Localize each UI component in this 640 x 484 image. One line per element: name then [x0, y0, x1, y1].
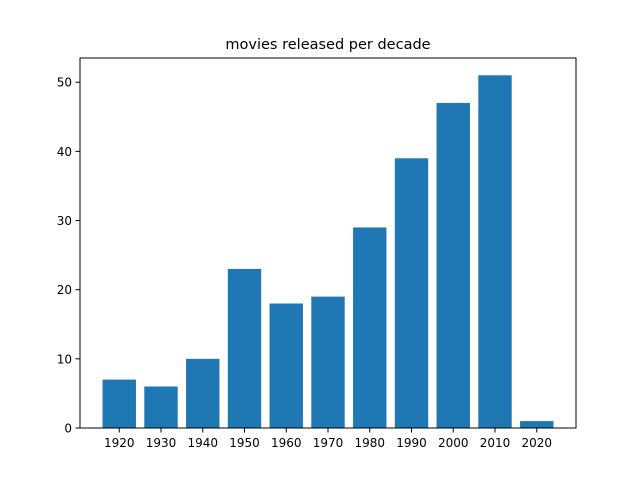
x-tick-label-2020: 2020	[521, 436, 552, 450]
y-tick-label-10: 10	[57, 352, 72, 366]
x-tick-label-2000: 2000	[438, 436, 469, 450]
bars-layer	[102, 75, 554, 428]
x-tick-label-1990: 1990	[396, 436, 427, 450]
x-tick-label-1960: 1960	[271, 436, 302, 450]
bar-2000	[436, 102, 470, 428]
x-tick-label-1970: 1970	[313, 436, 344, 450]
bar-2020	[520, 421, 554, 428]
x-tick-label-1940: 1940	[187, 436, 218, 450]
bar-1950	[227, 268, 262, 428]
y-tick-label-0: 0	[64, 422, 72, 436]
y-tick-label-30: 30	[57, 214, 72, 228]
y-tick-label-50: 50	[57, 76, 72, 90]
bar-1930	[144, 386, 178, 428]
axes-layer: 1920 1930 1940 1950 1960 1970 1980 1990 2000 2010…	[57, 57, 577, 450]
chart-title: movies released per decade	[225, 37, 430, 53]
x-tick-label-1930: 1930	[146, 436, 177, 450]
bar-1980	[353, 227, 387, 428]
bar-1970	[311, 296, 345, 428]
bar-2010	[478, 75, 512, 428]
x-tick-label-1980: 1980	[354, 436, 385, 450]
bar-1920	[102, 379, 136, 428]
y-tick-label-20: 20	[57, 283, 72, 297]
y-tick-label-40: 40	[57, 145, 72, 159]
x-tick-label-1950: 1950	[229, 436, 260, 450]
bar-1940	[186, 358, 220, 428]
bar-1960	[269, 303, 303, 428]
bar-1990	[394, 158, 429, 428]
x-tick-label-1920: 1920	[104, 436, 135, 450]
x-tick-label-2010: 2010	[480, 436, 511, 450]
